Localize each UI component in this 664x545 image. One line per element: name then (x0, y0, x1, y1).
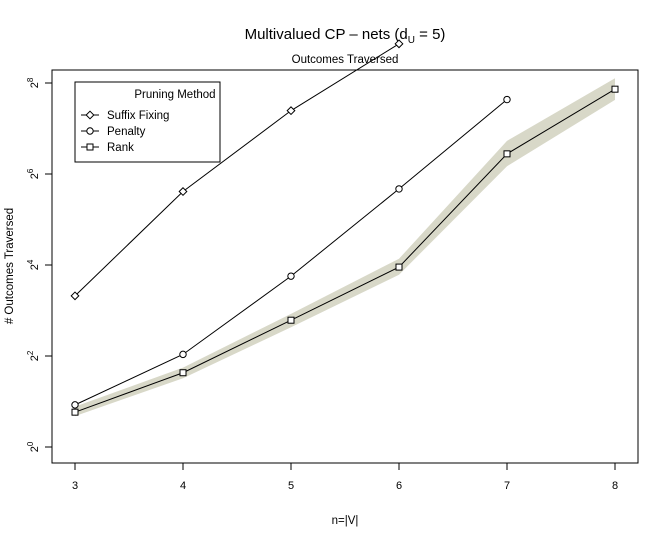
penalty-circle-marker (71, 401, 79, 409)
legend-diamond-marker (85, 110, 95, 120)
chart-subtitle: Outcomes Traversed (292, 54, 399, 66)
x-tick-label: 7 (504, 480, 510, 492)
suffix-fixing-diamond-marker (70, 291, 80, 301)
legend-label: Suffix Fixing (107, 110, 169, 122)
rank-line (74, 88, 616, 413)
rank-square-marker (179, 369, 187, 377)
rank-square-marker (611, 85, 619, 93)
suffix-fixing-diamond-marker (286, 106, 296, 116)
x-axis-label: n=|V| (332, 515, 359, 527)
legend: Pruning Method Suffix Fixing Penalty Rank (74, 81, 221, 163)
penalty-circle-marker (503, 95, 511, 104)
y-tick-label: 22 (26, 350, 41, 361)
y-tick-label: 28 (26, 77, 41, 88)
legend-label: Penalty (107, 126, 146, 138)
x-tick-label: 8 (612, 480, 618, 492)
x-tick-label: 5 (288, 480, 294, 492)
suffix-fixing-line (74, 43, 400, 297)
rank-square-marker (503, 150, 511, 158)
legend-square-marker (86, 143, 94, 151)
rank-band (75, 78, 615, 417)
penalty-circle-marker (179, 350, 187, 359)
legend-entries: Suffix Fixing Penalty Rank (81, 110, 169, 154)
suffix-fixing-diamond-marker (394, 39, 404, 49)
legend-title: Pruning Method (134, 89, 215, 101)
rank-square-marker (287, 316, 295, 324)
y-axis-label: # Outcomes Traversed (4, 208, 16, 324)
suffix-fixing-diamond-marker (178, 187, 188, 197)
rank-square-marker (395, 263, 403, 271)
x-tick-label: 4 (180, 480, 186, 492)
legend-box (74, 81, 221, 163)
x-tick-label: 3 (72, 480, 78, 492)
x-tick-label: 6 (396, 480, 402, 492)
plot-frame (51, 69, 639, 464)
y-tick-label: 26 (26, 168, 41, 179)
rank-confidence-band-group (75, 78, 615, 417)
penalty-circle-marker (287, 272, 295, 280)
chart-title: Multivalued CP – nets (dU = 5) (245, 26, 446, 46)
penalty-circle-marker (395, 185, 403, 193)
rank-square-marker (71, 408, 79, 416)
legend-label: Rank (107, 142, 134, 154)
y-axis-ticks: 20 22 24 26 28 (26, 77, 52, 452)
series-markers (70, 39, 619, 416)
y-tick-label: 20 (26, 441, 41, 452)
y-tick-label: 24 (26, 259, 41, 270)
legend-circle-marker (86, 127, 94, 135)
x-axis-ticks: 3 4 5 6 7 8 (72, 463, 618, 492)
